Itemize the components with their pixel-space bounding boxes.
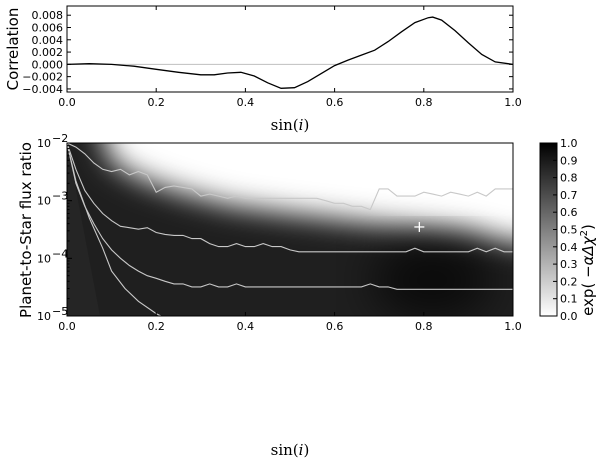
colorbar-tick-label: 0.8 — [560, 172, 578, 185]
y-tick-exponent: −4 — [52, 247, 68, 260]
y-tick-label: −0.004 — [22, 83, 63, 96]
heatmap-peak-region — [372, 240, 492, 316]
y-tick-exponent: −2 — [52, 132, 68, 145]
colorbar-tick-label: 0.7 — [560, 189, 578, 202]
heatmap-x-label: sin(i) — [271, 441, 310, 459]
y-tick-label: 0.002 — [32, 46, 64, 59]
y-tick-label: 0.004 — [32, 34, 64, 47]
colorbar-tick-label: 0.5 — [560, 224, 578, 237]
y-tick-label: 0.000 — [32, 58, 64, 71]
x-tick-label: 1.0 — [504, 320, 522, 333]
contour-line — [67, 143, 513, 211]
correlation-series-line — [67, 16, 513, 89]
y-tick-label: 0.008 — [32, 9, 64, 22]
heatmap-left-shade — [67, 143, 100, 316]
heatmap-y-ticks: 10−510−410−310−2 — [37, 132, 72, 323]
heatmap-plot-area — [66, 142, 514, 317]
colorbar-label: exp( −αΔχ2) — [579, 224, 597, 316]
colorbar-tick-label: 0.6 — [560, 206, 578, 219]
x-tick-label: 1.0 — [504, 96, 522, 109]
heatmap-excluded-region — [105, 143, 513, 242]
y-tick-label: −0.002 — [22, 71, 63, 84]
colorbar-tick-label: 0.2 — [560, 275, 578, 288]
correlation-plot-area — [66, 5, 514, 93]
heatmap-contours — [67, 143, 513, 316]
x-tick-label: 0.4 — [237, 96, 255, 109]
colorbar-ticks: 0.0 0.1 0.2 0.3 0.4 0.5 0.6 0.7 0.8 0.9 1.0 — [553, 137, 578, 323]
y-tick-label: 10 — [37, 137, 51, 150]
y-tick-label: 10 — [37, 252, 51, 265]
y-tick-label: 0.006 — [32, 22, 64, 35]
contour-line — [67, 143, 513, 253]
colorbar-tick-label: 0.9 — [560, 154, 578, 167]
x-tick-label: 0.4 — [237, 320, 255, 333]
x-tick-label: 0.2 — [147, 96, 165, 109]
colorbar-tick-label: 0.3 — [560, 258, 578, 271]
heatmap-y-label: Planet-to-Star flux ratio — [17, 142, 35, 318]
y-tick-exponent: −3 — [52, 190, 68, 203]
correlation-panel: 0.0 0.2 0.4 0.6 0.8 1.0 −0.004−0.0020.0000.00… — [4, 5, 522, 134]
correlation-x-label: sin(i) — [271, 116, 310, 134]
correlation-y-label: Correlation — [4, 8, 22, 91]
x-tick-label: 0.0 — [58, 96, 76, 109]
x-tick-label: 0.8 — [415, 320, 433, 333]
y-tick-label: 10 — [37, 195, 51, 208]
x-tick-label: 0.6 — [326, 96, 344, 109]
correlation-x-ticks: 0.0 0.2 0.4 0.6 0.8 1.0 — [58, 6, 522, 109]
x-tick-label: 0.0 — [58, 320, 76, 333]
colorbar-tick-label: 0.0 — [560, 310, 578, 323]
colorbar-tick-label: 0.4 — [560, 241, 578, 254]
x-tick-label: 0.8 — [415, 96, 433, 109]
best-fit-marker — [414, 221, 425, 232]
contour-line — [67, 143, 513, 290]
colorbar-tick-label: 1.0 — [560, 137, 578, 150]
colorbar: 0.0 0.1 0.2 0.3 0.4 0.5 0.6 0.7 0.8 0.9 1.0 exp( −… — [539, 137, 597, 323]
x-tick-label: 0.6 — [326, 320, 344, 333]
x-tick-label: 0.2 — [147, 320, 165, 333]
y-tick-label: 10 — [37, 310, 51, 323]
heatmap-panel: 0.0 0.2 0.4 0.6 0.8 1.0 10−510−410−310−2 sin(… — [17, 132, 522, 459]
colorbar-tick-label: 0.1 — [560, 293, 578, 306]
heatmap-x-ticks: 0.0 0.2 0.4 0.6 0.8 1.0 — [58, 312, 522, 333]
y-tick-exponent: −5 — [52, 305, 68, 318]
